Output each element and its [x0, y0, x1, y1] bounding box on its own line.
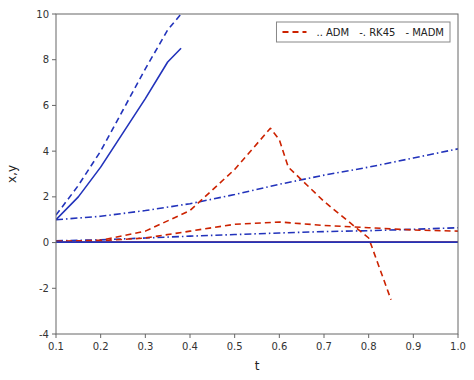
- legend-box: [276, 22, 450, 42]
- x-tick-label: 0.4: [182, 341, 198, 352]
- line: [56, 149, 458, 220]
- line: [56, 241, 458, 243]
- y-tick: [52, 334, 56, 335]
- chart: 0.1 0.2 0.3 0.4 0.5 0.6 0.7 0.8 0.9 1.0 -4 -2 0 2 4 6 8 1…: [0, 0, 474, 380]
- x-tick-label: 0.8: [361, 341, 377, 352]
- legend-label: .. ADM: [316, 27, 349, 38]
- plot-frame: [56, 14, 458, 334]
- y-tick: [52, 288, 56, 289]
- line: [56, 222, 458, 241]
- y-tick: [52, 151, 56, 152]
- line: [56, 241, 458, 243]
- legend: .. ADM -. RK45 - MADM: [276, 22, 450, 42]
- x-tick: [458, 334, 459, 338]
- line: [56, 48, 181, 219]
- legend-item: .. ADM: [316, 27, 349, 38]
- x-tick: [279, 334, 280, 338]
- x-tick-label: 0.7: [316, 341, 332, 352]
- x-tick: [413, 334, 414, 338]
- y-tick-label: 10: [36, 9, 49, 20]
- y-tick-label: 6: [43, 100, 49, 111]
- plot-area: [56, 14, 458, 334]
- legend-icon: [282, 31, 306, 33]
- y-tick: [52, 242, 56, 243]
- y-tick: [52, 14, 56, 15]
- series-group: [56, 14, 458, 300]
- y-tick-label: 8: [43, 54, 49, 65]
- legend-label: - MADM: [405, 27, 444, 38]
- x-tick-label: 0.6: [271, 341, 287, 352]
- y-tick: [52, 196, 56, 197]
- line: [56, 14, 181, 215]
- y-tick-label: -4: [39, 329, 49, 340]
- y-tick: [52, 105, 56, 106]
- x-tick-label: 0.5: [227, 341, 243, 352]
- x-axis-label: t: [255, 359, 260, 373]
- x-tick-label: 0.9: [405, 341, 421, 352]
- legend-item: - MADM: [405, 27, 444, 38]
- line: [56, 128, 391, 299]
- x-tick: [190, 334, 191, 338]
- x-tick-label: 0.2: [93, 341, 109, 352]
- x-tick: [368, 334, 369, 338]
- x-tick: [145, 334, 146, 338]
- y-tick-label: 2: [43, 191, 49, 202]
- legend-item: [282, 32, 306, 33]
- legend-item: -. RK45: [359, 27, 395, 38]
- x-tick-label: 0.1: [48, 341, 64, 352]
- x-tick: [56, 334, 57, 338]
- x-tick-label: 1.0: [450, 341, 466, 352]
- x-tick: [324, 334, 325, 338]
- y-tick-label: 4: [43, 146, 49, 157]
- legend-label: -. RK45: [359, 27, 395, 38]
- y-tick: [52, 59, 56, 60]
- y-tick-label: 0: [43, 237, 49, 248]
- y-axis-label: x,y: [5, 165, 19, 183]
- x-tick: [100, 334, 101, 338]
- axes: 0.1 0.2 0.3 0.4 0.5 0.6 0.7 0.8 0.9 1.0 -4 -2 0 2 4 6 8 1…: [36, 9, 466, 353]
- x-tick: [234, 334, 235, 338]
- y-tick-label: -2: [39, 283, 49, 294]
- x-tick-label: 0.3: [137, 341, 153, 352]
